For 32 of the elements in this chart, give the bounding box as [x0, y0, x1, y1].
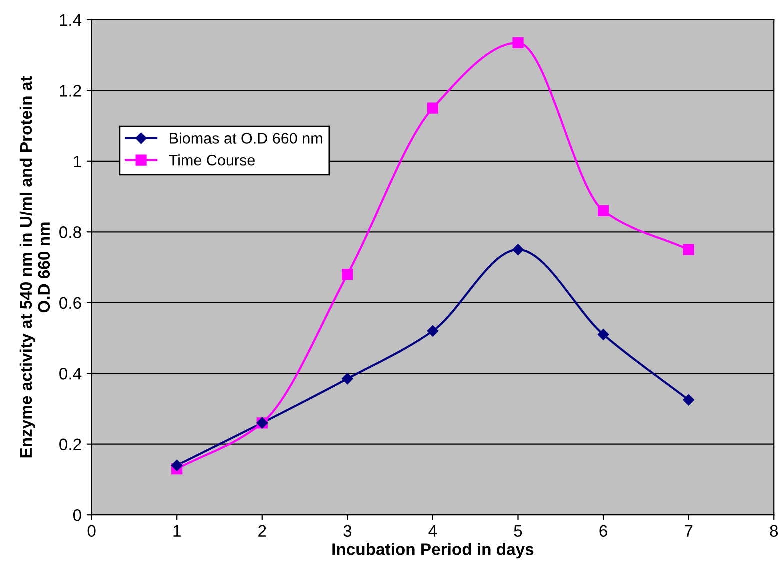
point	[342, 269, 354, 280]
y-tick-label: 0.2	[60, 438, 82, 451]
x-tick-label: 7	[685, 525, 693, 537]
point	[598, 329, 610, 340]
y-tick-label: 0.6	[60, 297, 82, 310]
point	[598, 205, 610, 216]
legend-label: Biomas at O.D 660 nm	[170, 132, 322, 144]
x-tick-label: 8	[770, 525, 778, 538]
x-axis-title: Incubation Period in days	[332, 543, 534, 559]
point	[512, 244, 524, 256]
point	[342, 373, 354, 385]
point	[427, 102, 439, 114]
x-tick-label: 0	[88, 525, 96, 538]
x-tick-label: 6	[600, 525, 608, 538]
x-tick-label: 1	[174, 525, 181, 537]
x-tick-label: 5	[514, 525, 522, 538]
y-axis-title: Enzyme activity at 540 nm in U/ml and Protein at O.D 660 nm	[20, 76, 50, 458]
y-tick-label: 1.2	[60, 85, 82, 97]
legend-label: Time Course	[169, 154, 255, 166]
x-tick-label: 3	[344, 525, 352, 538]
y-tick-label: 0	[73, 509, 82, 522]
x-tick-label: 2	[258, 525, 266, 537]
point	[683, 394, 694, 406]
y-tick-label: 0.8	[60, 226, 82, 238]
point	[512, 37, 524, 48]
point	[171, 460, 183, 472]
y-tick-label: 1	[74, 156, 82, 168]
x-tick-label: 4	[428, 525, 438, 537]
point	[427, 326, 439, 337]
y-tick-label: 1.4	[60, 14, 82, 26]
y-tick-label: 0.4	[60, 368, 82, 380]
point	[683, 244, 694, 256]
